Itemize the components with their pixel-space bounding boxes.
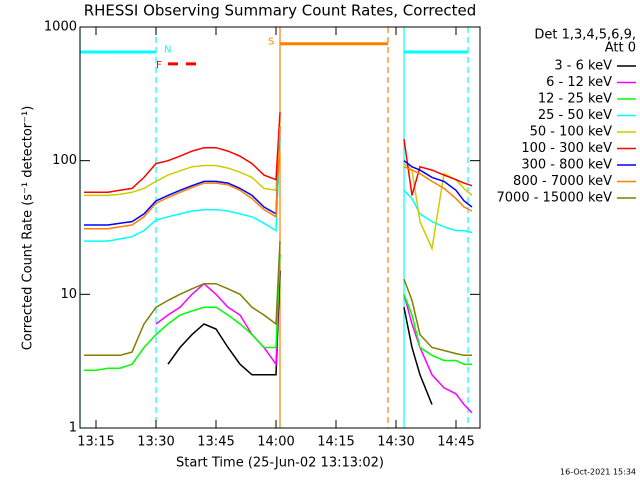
x-tick-label: 14:45 bbox=[437, 435, 474, 450]
x-axis-label: Start Time (25-Jun-02 13:13:02) bbox=[176, 456, 384, 471]
series-line bbox=[167, 270, 433, 405]
plot-frame bbox=[79, 26, 481, 429]
legend-label: 50 - 100 keV bbox=[530, 125, 613, 140]
legend-label: 800 - 7000 keV bbox=[513, 174, 612, 189]
series-line bbox=[84, 120, 473, 252]
series-line bbox=[84, 137, 473, 242]
series-line bbox=[155, 254, 473, 414]
flag-label: S bbox=[268, 36, 274, 47]
legend-label: 300 - 800 keV bbox=[521, 158, 612, 173]
y-tick-label: 10 bbox=[60, 287, 77, 302]
x-tick-label: 13:15 bbox=[77, 435, 114, 450]
y-tick-label: 1 bbox=[69, 421, 77, 436]
flag-label: N bbox=[164, 44, 171, 55]
y-tick-label: 100 bbox=[52, 153, 77, 168]
x-tick-label: 13:30 bbox=[137, 435, 174, 450]
x-tick-label: 13:45 bbox=[197, 435, 234, 450]
chart-title: RHESSI Observing Summary Count Rates, Co… bbox=[84, 2, 477, 20]
legend-label: 3 - 6 keV bbox=[554, 59, 612, 74]
legend-label: 25 - 50 keV bbox=[538, 108, 612, 123]
legend-label: 7000 - 15000 keV bbox=[497, 191, 613, 206]
x-tick-label: 14:30 bbox=[377, 435, 414, 450]
legend-label: 6 - 12 keV bbox=[546, 75, 612, 90]
series-line bbox=[84, 126, 473, 226]
legend-label: 100 - 300 keV bbox=[521, 141, 612, 156]
series-line bbox=[84, 112, 473, 196]
x-tick-label: 14:00 bbox=[257, 435, 294, 450]
series-line bbox=[84, 241, 472, 357]
footer: 16-Oct-2021 15:34 bbox=[560, 468, 636, 477]
legend-header: Det 1,3,4,5,6,9, bbox=[534, 28, 636, 43]
y-axis-label: Corrected Count Rate (s⁻¹ detector⁻¹) bbox=[21, 106, 36, 351]
series-line bbox=[84, 126, 473, 230]
y-tick-label: 1000 bbox=[44, 20, 77, 35]
legend-label: 12 - 25 keV bbox=[538, 92, 612, 107]
legend-header: Att 0 bbox=[605, 41, 636, 56]
flag-label: F bbox=[156, 60, 162, 71]
series-line bbox=[84, 254, 472, 372]
x-tick-label: 14:15 bbox=[317, 435, 354, 450]
